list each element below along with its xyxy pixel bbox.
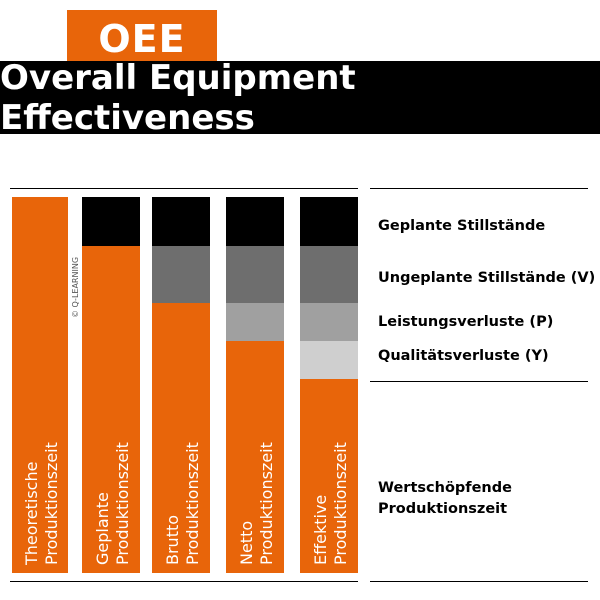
column-2-label: Geplante Produktionszeit — [93, 442, 132, 565]
column-5-label: Effektive Produktionszeit — [311, 442, 350, 565]
column-4-planned-downtime — [226, 197, 284, 246]
column-3-label: Brutto Produktionszeit — [163, 442, 202, 565]
column-5-performance-loss — [300, 303, 358, 341]
top-rule-chart — [10, 188, 358, 189]
column-4-label: Netto Produktionszeit — [237, 442, 276, 565]
column-1-production — [12, 197, 68, 573]
page-title: Overall Equipment Effectiveness — [0, 57, 356, 138]
column-3-production — [152, 303, 210, 573]
oee-badge: OEE — [67, 10, 217, 68]
legend-planned-downtime: Geplante Stillstände — [378, 218, 546, 234]
column-3-unplanned-downtime — [152, 246, 210, 303]
top-rule-legend — [370, 188, 588, 189]
column-1-label: Theoretische Produktionszeit — [22, 442, 61, 565]
column-2-planned-downtime — [82, 197, 140, 246]
column-3-planned-downtime — [152, 197, 210, 246]
copyright-note: © Q-LEARNING — [71, 256, 80, 318]
column-4-production — [226, 341, 284, 573]
column-4-unplanned-downtime — [226, 246, 284, 303]
legend-quality-loss: Qualitätsverluste (Y) — [378, 348, 549, 364]
title-bar — [0, 61, 600, 134]
bottom-rule-chart — [10, 581, 358, 582]
bottom-rule-legend — [370, 581, 588, 582]
column-2-production — [82, 246, 140, 573]
mid-rule-legend — [370, 381, 588, 382]
column-5-quality-loss — [300, 341, 358, 379]
column-4-performance-loss — [226, 303, 284, 341]
column-5-unplanned-downtime — [300, 246, 358, 303]
legend-unplanned-downtime: Ungeplante Stillstände (V) — [378, 270, 596, 286]
column-5-planned-downtime — [300, 197, 358, 246]
legend-performance-loss: Leistungsverluste (P) — [378, 314, 554, 330]
column-5-production — [300, 379, 358, 573]
legend-value-adding-time: Wertschöpfende Produktionszeit — [378, 480, 512, 517]
